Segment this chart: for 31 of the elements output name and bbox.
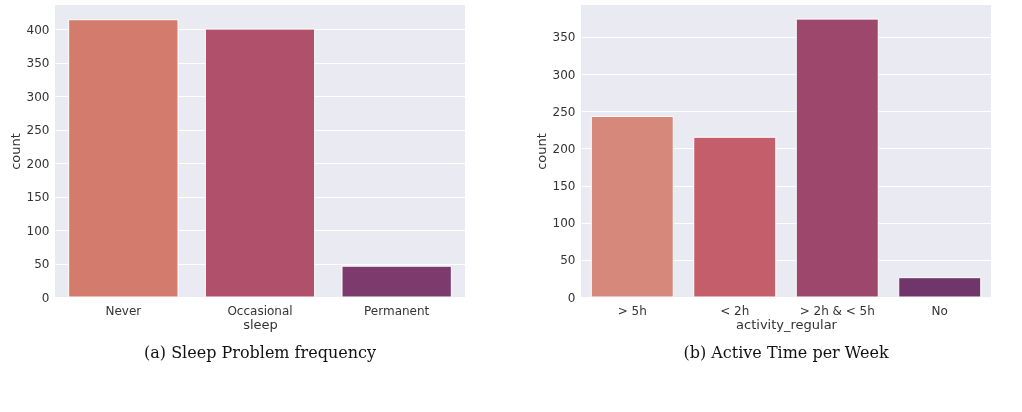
- y-tick-label: 100: [552, 216, 576, 231]
- y-tick-label: 250: [26, 123, 50, 138]
- y-tick-label: 400: [26, 22, 50, 37]
- y-tick-label: 250: [552, 104, 576, 119]
- x-axis-title: activity_regular: [736, 316, 838, 332]
- y-tick-label: 150: [552, 179, 576, 194]
- text: (b) Active Time per Week: [683, 343, 889, 362]
- x-tick-label: Occasional: [227, 303, 293, 318]
- x-tick-label: > 2h & < 5h: [799, 303, 875, 318]
- x-axis-title: sleep: [243, 316, 278, 332]
- x-tick-label: Permanent: [364, 303, 430, 318]
- y-axis-title: count: [533, 133, 549, 170]
- text: (a) Sleep Problem frequency: [144, 343, 376, 362]
- y-tick-label: 300: [26, 89, 50, 104]
- y-tick-label: 0: [567, 290, 576, 305]
- y-tick-label: 0: [41, 290, 50, 305]
- y-tick-label: 100: [26, 223, 50, 238]
- y-tick-label: 200: [26, 156, 50, 171]
- y-tick-label: 350: [552, 30, 576, 45]
- y-tick-label: 150: [26, 190, 50, 205]
- y-tick-label: 300: [552, 67, 576, 82]
- x-tick-label: No: [931, 303, 948, 318]
- y-tick-label: 350: [26, 56, 50, 71]
- x-tick-label: > 5h: [617, 303, 647, 318]
- y-tick-label: 200: [552, 141, 576, 156]
- bar: [898, 277, 982, 298]
- x-tick-label: < 2h: [720, 303, 750, 318]
- y-tick-label: 50: [560, 253, 576, 268]
- y-tick-label: 50: [34, 257, 50, 272]
- x-tick-label: Never: [105, 303, 142, 318]
- y-axis-title: count: [7, 133, 23, 170]
